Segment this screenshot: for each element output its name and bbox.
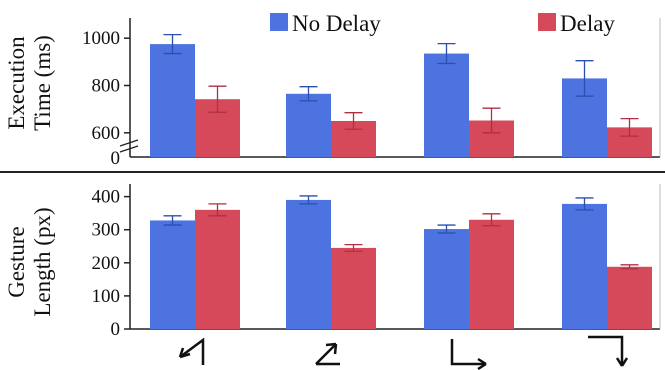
arrow-right-down-icon — [588, 335, 629, 367]
bottom-y-tick-label: 0 — [111, 319, 121, 340]
bottom-bar-no-delay — [150, 220, 195, 329]
top-axis-break-mark — [119, 139, 139, 147]
bottom-y-tick-label: 200 — [92, 253, 121, 274]
bottom-y-axis-title: Gesture Length (px) — [4, 207, 55, 316]
legend-label-delay: Delay — [560, 11, 615, 36]
legend-swatch-delay — [538, 13, 556, 31]
arrow-down-right-icon — [450, 339, 487, 370]
gesture-length-panel: 0 100 200 300 400 — [92, 184, 661, 340]
arrow-down-left-up-icon — [178, 337, 205, 365]
bottom-bar-no-delay — [424, 229, 469, 329]
top-y-zero-label: 0 — [111, 148, 121, 169]
top-axis-break-mark — [119, 145, 139, 153]
bottom-y-tick-label: 300 — [92, 220, 121, 241]
top-y-tick-label: 800 — [92, 76, 121, 97]
bottom-bar-no-delay — [562, 203, 607, 329]
top-y-axis-title-line2: Time (ms) — [30, 35, 55, 131]
legend-label-no-delay: No Delay — [292, 11, 381, 36]
bottom-bar-delay — [331, 247, 376, 329]
arrow-up-right-icon — [315, 342, 340, 366]
legend-swatch-no-delay — [270, 13, 288, 31]
bottom-y-tick-label: 100 — [92, 286, 121, 307]
top-y-axis-title: Execution Time (ms) — [4, 35, 55, 131]
top-y-tick-label: 600 — [92, 123, 121, 144]
top-y-tick-label: 1000 — [82, 28, 120, 49]
bottom-bar-delay — [607, 266, 652, 329]
bottom-bar-delay — [195, 209, 240, 329]
bottom-y-axis-title-line2: Length (px) — [30, 207, 55, 316]
top-bar-no-delay — [286, 93, 331, 157]
bottom-y-axis-title-line1: Gesture — [4, 226, 29, 298]
execution-time-panel: 600 800 1000 0 — [82, 18, 661, 169]
top-y-axis-title-line1: Execution — [4, 36, 29, 130]
top-bar-no-delay — [424, 53, 469, 157]
bottom-bar-no-delay — [286, 199, 331, 329]
bottom-bar-delay — [469, 219, 514, 329]
top-bar-no-delay — [150, 44, 195, 157]
bottom-y-tick-label: 400 — [92, 187, 121, 208]
legend: No Delay Delay — [270, 11, 615, 36]
